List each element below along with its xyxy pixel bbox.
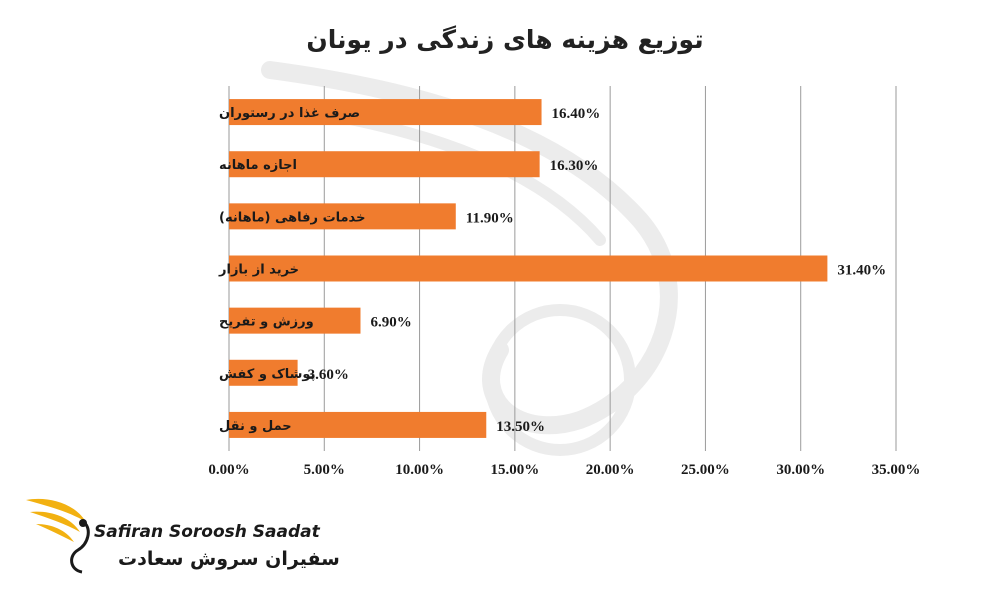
- x-tick-label-4: 20.00%: [586, 462, 635, 478]
- bar-3: [229, 255, 828, 282]
- category-label-5: پوشاک و کفش: [219, 367, 315, 382]
- category-label-1: اجازه ماهانه: [219, 158, 297, 173]
- data-labels: 16.40% 16.30% 11.90% 31.40% 6.90% 3.60% 13.50%: [308, 106, 887, 435]
- x-tick-label-3: 15.00%: [490, 462, 539, 478]
- x-tick-label-0: 0.00%: [208, 462, 249, 478]
- x-axis-tick-labels: 0.00% 5.00% 10.00% 15.00% 20.00% 25.00% 30.00%…: [208, 462, 920, 478]
- data-label-6: 13.50%: [496, 419, 545, 435]
- x-tick-label-7: 35.00%: [872, 462, 921, 478]
- chart-title: توزیع هزینه های زندگی در یونان: [306, 25, 703, 55]
- x-tick-label-2: 10.00%: [395, 462, 444, 478]
- bar-4: [229, 307, 361, 334]
- category-label-0: صرف غذا در رستوران: [219, 106, 360, 121]
- logo-name-english: Safiran Soroosh Saadat: [94, 522, 320, 542]
- bird-logo-icon: [26, 498, 90, 574]
- x-tick-label-1: 5.00%: [304, 462, 345, 478]
- data-label-2: 11.90%: [466, 210, 514, 226]
- category-labels: صرف غذا در رستوران اجازه ماهانه خدمات رفاه…: [218, 106, 365, 434]
- data-label-1: 16.30%: [550, 158, 599, 174]
- category-label-2: خدمات رفاهی (ماهانه): [219, 210, 365, 225]
- bar-5: [229, 359, 298, 386]
- data-label-0: 16.40%: [552, 106, 601, 122]
- logo-name-persian: سفیران سروش سعادت: [118, 548, 340, 570]
- x-tick-label-6: 30.00%: [776, 462, 825, 478]
- bar-6: [229, 411, 487, 438]
- category-label-6: حمل و نقل: [219, 419, 292, 434]
- category-label-3: خرید از بازار: [218, 263, 299, 278]
- bar-0: [229, 99, 542, 126]
- category-label-4: ورزش و تفریح: [219, 315, 314, 330]
- bars-group: [229, 99, 828, 438]
- x-tick-label-5: 25.00%: [681, 462, 730, 478]
- bar-2: [229, 203, 456, 230]
- data-label-5: 3.60%: [308, 367, 349, 383]
- bar-1: [229, 151, 540, 178]
- data-label-4: 6.90%: [370, 315, 411, 331]
- company-logo: Safiran Soroosh Saadat سفیران سروش سعادت: [22, 492, 340, 582]
- data-label-3: 31.40%: [837, 263, 886, 279]
